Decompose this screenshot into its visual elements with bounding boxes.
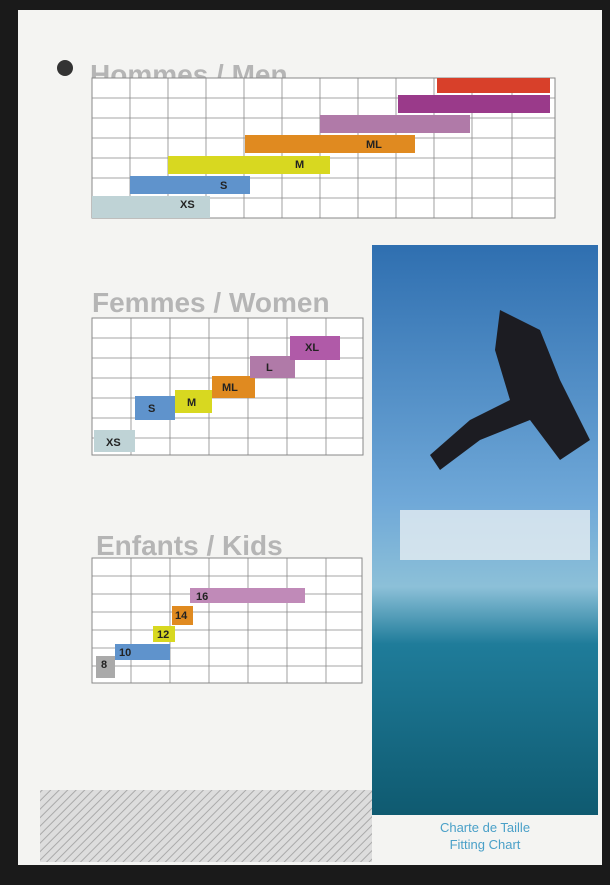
size-label: 14 xyxy=(175,610,188,622)
size-label: XS xyxy=(106,437,121,449)
caption-box xyxy=(372,815,598,860)
diver-silhouette xyxy=(430,310,590,470)
size-band xyxy=(437,78,550,93)
size-label: M xyxy=(187,397,196,409)
size-band xyxy=(290,336,340,360)
caption-line: Fitting Chart xyxy=(450,837,521,852)
women-title: Femmes / Women xyxy=(92,287,330,318)
hatch-band xyxy=(40,790,372,862)
size-band xyxy=(320,115,470,133)
size-label: XS xyxy=(180,199,195,211)
size-label: L xyxy=(266,362,273,374)
size-band xyxy=(115,644,170,660)
boat xyxy=(400,510,590,560)
size-band xyxy=(94,430,135,452)
size-band xyxy=(168,156,330,174)
size-band xyxy=(92,196,210,218)
size-band xyxy=(175,390,212,413)
caption-line: Charte de Taille xyxy=(440,820,530,835)
size-band xyxy=(212,376,255,398)
size-label: S xyxy=(220,180,227,192)
size-label: M xyxy=(295,159,304,171)
size-label: 16 xyxy=(196,591,208,603)
kids-title: Enfants / Kids xyxy=(96,530,283,561)
size-band xyxy=(245,135,415,153)
size-band xyxy=(172,606,193,625)
size-band xyxy=(190,588,305,603)
size-band xyxy=(96,656,115,678)
size-band xyxy=(135,396,175,420)
size-label: S xyxy=(148,403,155,415)
size-band xyxy=(398,95,550,113)
size-band xyxy=(250,356,295,378)
hole xyxy=(57,60,73,76)
size-label: 10 xyxy=(119,647,131,659)
size-label: 8 xyxy=(101,659,107,671)
size-label: ML xyxy=(366,139,382,151)
kids-grid xyxy=(91,557,363,684)
size-band xyxy=(130,176,250,194)
size-label: XL xyxy=(305,342,319,354)
size-label: 12 xyxy=(157,629,169,641)
size-label: ML xyxy=(222,382,238,394)
size-band xyxy=(153,626,175,642)
